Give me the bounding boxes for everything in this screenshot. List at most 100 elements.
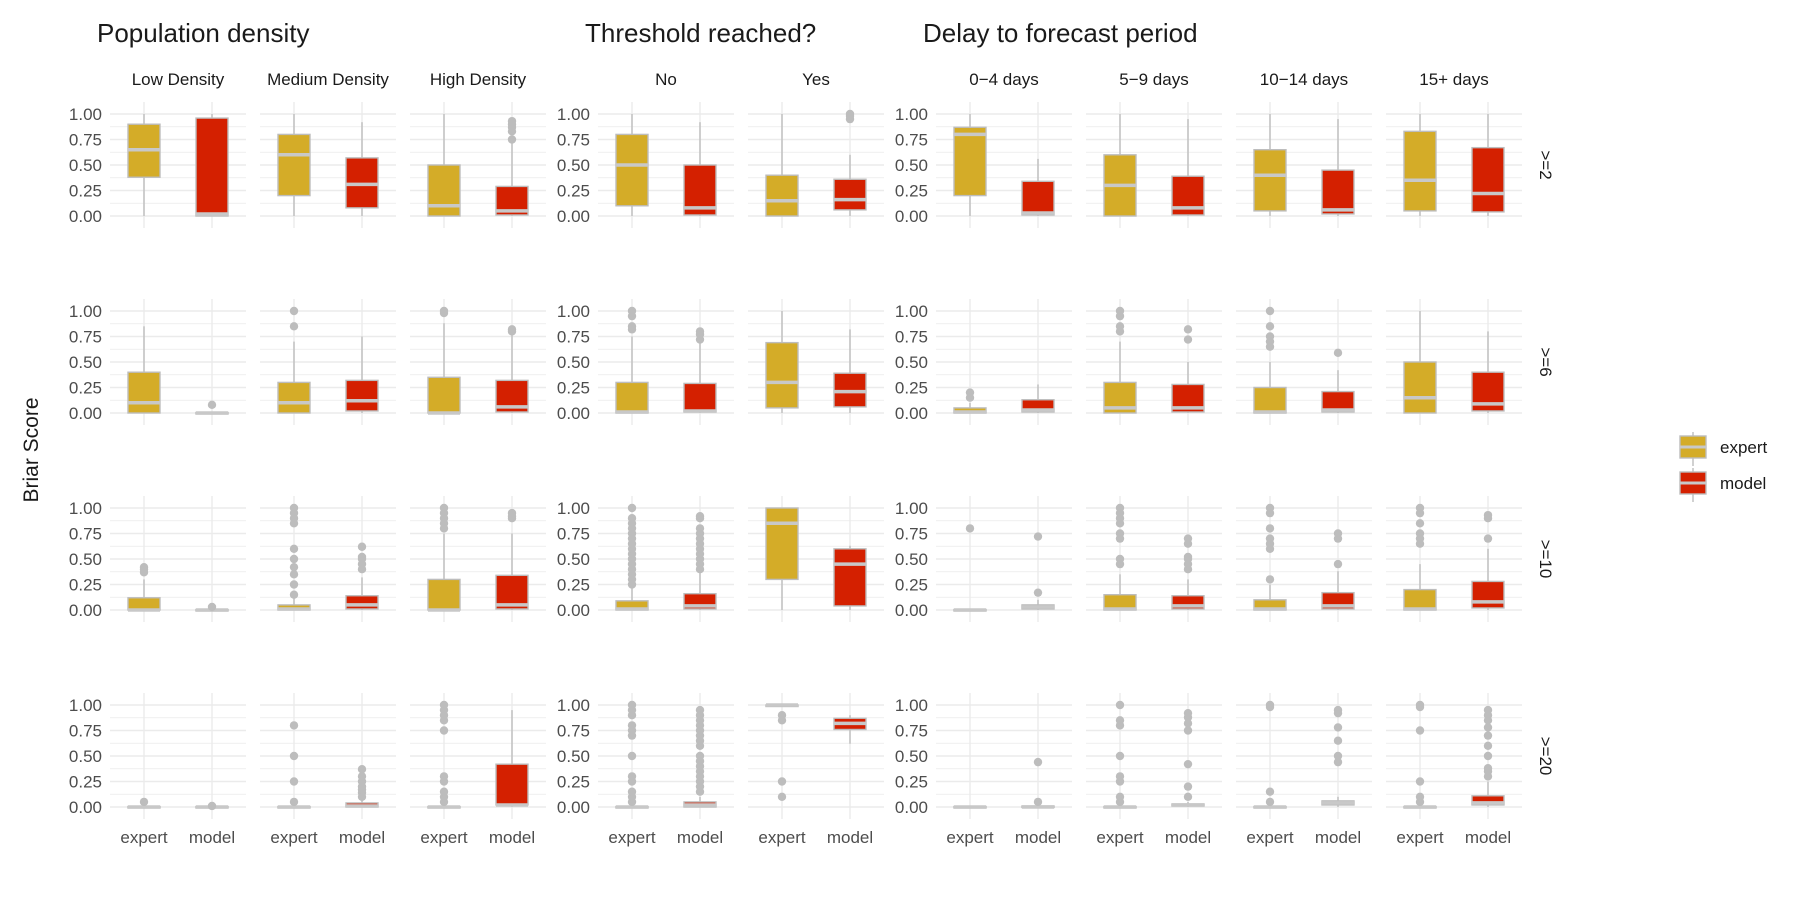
- expert-outlier-point: [1265, 524, 1275, 533]
- model-outlier-point: [1333, 736, 1343, 745]
- y-tick-label: 1.00: [895, 302, 928, 321]
- model-outlier-point: [1483, 731, 1493, 740]
- row-strip-label: >=2: [1536, 150, 1555, 179]
- expert-outlier-point: [289, 562, 299, 572]
- x-tick-label: expert: [608, 828, 656, 847]
- y-tick-label: 1.00: [69, 302, 102, 321]
- model-box: [195, 117, 229, 217]
- model-outlier-point: [1483, 764, 1493, 773]
- y-tick-label: 0.00: [895, 207, 928, 226]
- expert-outlier-point: [1115, 322, 1125, 331]
- y-tick-label: 1.00: [895, 696, 928, 715]
- model-outlier-point: [1333, 529, 1343, 538]
- legend-label: expert: [1720, 438, 1768, 457]
- expert-box: [277, 381, 311, 414]
- x-tick-label: model: [1015, 828, 1061, 847]
- expert-outlier-point: [439, 787, 449, 796]
- y-tick-label: 0.25: [557, 773, 590, 792]
- expert-box: [765, 341, 799, 409]
- model-box: [683, 382, 717, 413]
- expert-outlier-point: [777, 711, 787, 720]
- model-outlier-point: [1183, 552, 1193, 562]
- expert-outlier-point: [439, 503, 449, 513]
- facet-label: 15+ days: [1419, 70, 1488, 89]
- model-outlier-point: [1183, 719, 1193, 728]
- y-tick-label: 0.00: [557, 207, 590, 226]
- expert-outlier-point: [289, 590, 299, 599]
- model-outlier-point: [1183, 759, 1193, 769]
- expert-outlier-point: [627, 721, 637, 730]
- facet-label: 10−14 days: [1260, 70, 1348, 89]
- y-tick-label: 0.25: [895, 576, 928, 595]
- x-tick-label: expert: [420, 828, 468, 847]
- x-tick-label: expert: [270, 828, 318, 847]
- facet-label: Low Density: [132, 70, 225, 89]
- expert-outlier-point: [1415, 519, 1425, 528]
- facet-label: Yes: [802, 70, 830, 89]
- expert-outlier-point: [1115, 503, 1125, 513]
- model-outlier-point: [695, 751, 705, 761]
- y-tick-label: 1.00: [895, 105, 928, 124]
- model-outlier-point: [357, 765, 367, 774]
- model-outlier-point: [1483, 705, 1493, 715]
- y-tick-label: 0.00: [895, 798, 928, 817]
- y-tick-label: 0.50: [69, 550, 102, 569]
- facet-label: Medium Density: [267, 70, 389, 89]
- y-tick-label: 0.50: [895, 747, 928, 766]
- x-tick-label: expert: [1246, 828, 1294, 847]
- y-tick-label: 1.00: [557, 696, 590, 715]
- model-outlier-point: [695, 327, 705, 336]
- model-outlier-point: [1483, 723, 1493, 732]
- model-outlier-point: [1033, 532, 1043, 541]
- y-tick-label: 0.00: [895, 404, 928, 423]
- model-outlier-point: [1183, 726, 1193, 735]
- expert-outlier-point: [1415, 726, 1425, 735]
- y-tick-label: 0.75: [69, 131, 102, 150]
- model-outlier-point: [507, 116, 517, 126]
- y-tick-label: 1.00: [557, 105, 590, 124]
- expert-box: [1403, 588, 1437, 611]
- expert-outlier-point: [1115, 751, 1125, 761]
- y-tick-label: 0.50: [557, 156, 590, 175]
- model-box: [1321, 390, 1355, 413]
- expert-outlier-point: [627, 306, 637, 316]
- y-tick-label: 0.25: [557, 182, 590, 201]
- model-outlier-point: [1333, 751, 1343, 761]
- y-tick-label: 0.75: [69, 328, 102, 347]
- model-outlier-point: [1183, 792, 1193, 801]
- model-outlier-point: [1333, 723, 1343, 732]
- y-tick-label: 0.25: [557, 379, 590, 398]
- y-tick-label: 0.00: [895, 601, 928, 620]
- y-tick-label: 0.75: [69, 722, 102, 741]
- y-tick-label: 0.50: [69, 353, 102, 372]
- y-tick-label: 0.25: [895, 379, 928, 398]
- expert-outlier-point: [1415, 529, 1425, 538]
- model-outlier-point: [1183, 708, 1193, 718]
- model-outlier-point: [1483, 751, 1493, 761]
- model-outlier-point: [695, 524, 705, 533]
- expert-outlier-point: [1115, 306, 1125, 316]
- y-tick-label: 1.00: [895, 499, 928, 518]
- y-tick-label: 0.25: [69, 379, 102, 398]
- x-tick-label: model: [1165, 828, 1211, 847]
- y-tick-label: 1.00: [69, 696, 102, 715]
- model-box: [345, 595, 379, 610]
- x-tick-label: model: [827, 828, 873, 847]
- expert-box: [127, 371, 161, 414]
- model-outlier-point: [845, 109, 855, 119]
- model-outlier-point: [695, 511, 705, 521]
- y-tick-label: 0.25: [895, 773, 928, 792]
- expert-box: [127, 597, 161, 611]
- model-outlier-point: [1333, 348, 1343, 358]
- expert-outlier-point: [1265, 306, 1275, 316]
- expert-outlier-point: [1265, 797, 1275, 807]
- y-tick-label: 0.75: [895, 328, 928, 347]
- expert-outlier-point: [627, 772, 637, 781]
- legend-label: model: [1720, 474, 1766, 493]
- expert-outlier-point: [439, 726, 449, 735]
- model-outlier-point: [1333, 559, 1343, 569]
- panel-title: Population density: [97, 18, 309, 48]
- expert-box: [765, 174, 799, 217]
- model-outlier-point: [1033, 797, 1043, 807]
